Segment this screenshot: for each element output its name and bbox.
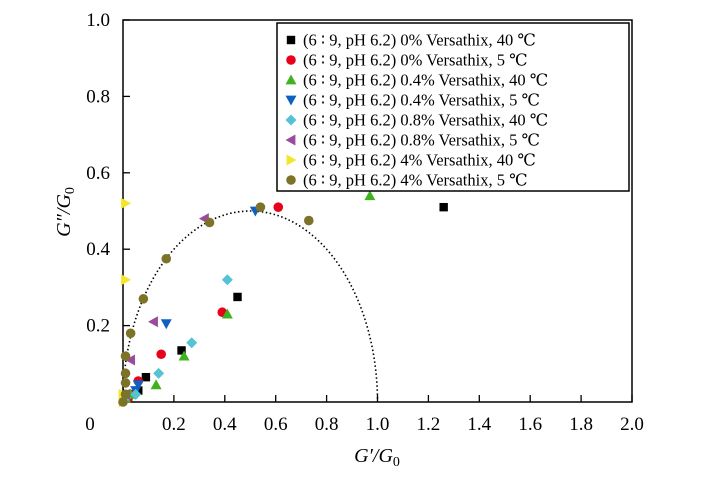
y-tick-label: 0.2 <box>86 316 110 337</box>
data-point-series-2 <box>273 202 284 212</box>
y-tick-label: 0.4 <box>86 239 110 260</box>
x-tick-label: 1.6 <box>518 414 542 435</box>
data-point-series-5 <box>130 388 142 400</box>
legend-label-1: (6 ∶ 9, pH 6.2) 0% Versathix, 40 ℃ <box>303 31 536 50</box>
data-point-series-1 <box>439 202 448 212</box>
data-point-series-2 <box>156 349 166 360</box>
data-point-series-1 <box>233 292 242 302</box>
legend-marker-1 <box>286 35 296 45</box>
data-point-series-8 <box>120 378 131 388</box>
legend-box <box>276 22 630 192</box>
legend-label-3: (6 ∶ 9, pH 6.2) 0.4% Versathix, 40 ℃ <box>303 71 548 90</box>
data-point-series-3 <box>364 190 376 201</box>
x-tick-label: 0.4 <box>213 414 237 435</box>
origin-label: 0 <box>85 414 95 435</box>
axis-ticks: 0.2 0.4 0.6 0.8 1.0 1.2 1.4 1.6 1.8 2.0 0.2 0.4 0.6 0… <box>85 10 644 435</box>
x-tick-label: 2.0 <box>620 414 644 435</box>
legend-label-7: (6 ∶ 9, pH 6.2) 4% Versathix, 40 ℃ <box>303 151 536 170</box>
data-point-series-8 <box>120 351 131 361</box>
legend-label-8: (6 ∶ 9, pH 6.2) 4% Versathix, 5 ℃ <box>303 171 528 190</box>
data-points <box>118 190 448 408</box>
y-tick-label: 0.8 <box>86 86 110 107</box>
data-point-series-5 <box>153 367 165 379</box>
data-point-series-3 <box>178 350 190 361</box>
legend-marker-2 <box>286 55 296 65</box>
x-tick-label: 1.8 <box>569 414 593 435</box>
x-axis-title: G′/G0 <box>354 445 400 470</box>
x-tick-label: 1.4 <box>467 414 491 435</box>
legend-label-5: (6 ∶ 9, pH 6.2) 0.8% Versathix, 40 ℃ <box>303 111 548 130</box>
data-point-series-1 <box>177 346 186 355</box>
data-point-series-8 <box>120 389 131 400</box>
data-point-series-8 <box>161 253 172 264</box>
legend-marker-3 <box>285 74 297 85</box>
y-axis-title: G″/G0 <box>53 187 78 237</box>
legend-label-6: (6 ∶ 9, pH 6.2) 0.8% Versathix, 5 ℃ <box>303 131 540 150</box>
data-point-series-8 <box>138 294 149 304</box>
data-point-series-1 <box>141 372 151 382</box>
data-point-series-4 <box>160 319 172 330</box>
legend-label-2: (6 ∶ 9, pH 6.2) 0% Versathix, 5 ℃ <box>303 51 528 70</box>
x-tick-label: 1.0 <box>366 414 390 435</box>
legend-label-4: (6 ∶ 9, pH 6.2) 0.4% Versathix, 5 ℃ <box>303 91 540 110</box>
reference-semicircle <box>122 210 379 403</box>
x-tick-label: 0.2 <box>162 414 186 435</box>
data-point-series-7 <box>121 274 132 286</box>
data-point-series-8 <box>118 397 128 407</box>
legend-marker-6 <box>285 134 296 146</box>
data-point-series-6 <box>125 354 136 366</box>
legend-marker-4 <box>285 95 297 106</box>
data-point-series-8 <box>125 328 136 339</box>
data-point-series-6 <box>148 316 158 328</box>
data-point-series-8 <box>204 217 215 228</box>
legend-marker-5 <box>285 114 297 126</box>
data-point-series-5 <box>221 274 233 286</box>
data-point-series-5 <box>186 337 198 349</box>
legend-marker-7 <box>286 154 297 166</box>
data-point-series-8 <box>255 202 266 212</box>
legend-marker-8 <box>286 175 296 185</box>
data-point-series-3 <box>221 308 233 319</box>
x-tick-label: 0.8 <box>315 414 339 435</box>
data-point-series-8 <box>303 215 314 226</box>
data-point-series-4 <box>132 380 144 391</box>
x-tick-label: 0.6 <box>264 414 288 435</box>
legend: (6 ∶ 9, pH 6.2) 0% Versathix, 40 ℃(6 ∶ 9… <box>285 31 548 190</box>
y-tick-label: 1.0 <box>86 10 110 31</box>
data-point-series-7 <box>121 197 132 209</box>
y-tick-label: 0.6 <box>86 163 110 184</box>
data-point-series-3 <box>150 379 162 390</box>
data-point-series-8 <box>120 368 131 379</box>
x-tick-label: 1.2 <box>417 414 441 435</box>
